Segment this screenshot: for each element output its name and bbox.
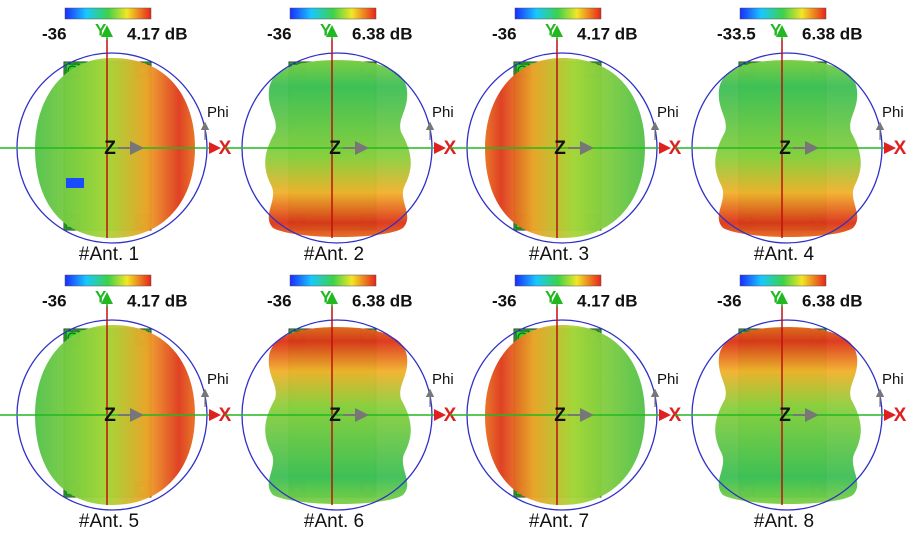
scale-min: -36 bbox=[267, 24, 292, 43]
phi-label: Phi bbox=[882, 371, 904, 388]
z-axis-label: Z bbox=[554, 405, 566, 426]
scale-min: -36 bbox=[492, 24, 517, 43]
figure: -36 4.17 dB Y X Z Phi #Ant. 1 -36 6.38 dB Y X Z Phi #… bbox=[0, 0, 918, 545]
phi-label: Phi bbox=[657, 371, 679, 388]
phi-label: Phi bbox=[882, 104, 904, 121]
scale-max: 6.38 dB bbox=[802, 291, 862, 310]
color-bar bbox=[65, 8, 151, 19]
x-axis-label: X bbox=[894, 405, 907, 426]
y-axis-label: Y bbox=[320, 287, 332, 306]
phi-label: Phi bbox=[432, 371, 454, 388]
color-bar bbox=[65, 275, 151, 286]
scale-min: -36 bbox=[42, 291, 67, 310]
phi-label: Phi bbox=[207, 104, 229, 121]
antenna-label: #Ant. 8 bbox=[754, 511, 814, 532]
phi-label: Phi bbox=[432, 104, 454, 121]
color-bar bbox=[515, 275, 601, 286]
z-axis-label: Z bbox=[329, 405, 341, 426]
antenna-label: #Ant. 1 bbox=[79, 244, 139, 265]
scale-max: 4.17 dB bbox=[127, 291, 187, 310]
phi-label: Phi bbox=[207, 371, 229, 388]
y-axis-label: Y bbox=[770, 287, 782, 306]
z-axis-label: Z bbox=[779, 405, 791, 426]
scale-min: -36 bbox=[42, 24, 67, 43]
antenna-label: #Ant. 2 bbox=[304, 244, 364, 265]
color-bar bbox=[290, 275, 376, 286]
y-axis-label: Y bbox=[545, 20, 557, 39]
y-axis-label: Y bbox=[95, 287, 107, 306]
pattern-panel: -36 6.38 dB Y X Z Phi #Ant. 8 bbox=[675, 275, 907, 532]
scale-max: 6.38 dB bbox=[352, 291, 412, 310]
pattern-panel: -33.5 6.38 dB Y X Z Phi #Ant. 4 bbox=[675, 8, 907, 265]
scale-max: 4.17 dB bbox=[127, 24, 187, 43]
x-axis-label: X bbox=[894, 138, 907, 159]
z-axis-label: Z bbox=[104, 405, 116, 426]
y-axis-label: Y bbox=[95, 20, 107, 39]
scale-max: 4.17 dB bbox=[577, 24, 637, 43]
scale-min: -36 bbox=[267, 291, 292, 310]
antenna-label: #Ant. 4 bbox=[754, 244, 815, 265]
y-axis-label: Y bbox=[545, 287, 557, 306]
scale-min: -36 bbox=[717, 291, 742, 310]
z-axis-label: Z bbox=[554, 138, 566, 159]
color-bar bbox=[515, 8, 601, 19]
color-bar bbox=[290, 8, 376, 19]
marker-square bbox=[66, 178, 84, 188]
y-axis-label: Y bbox=[320, 20, 332, 39]
z-axis-label: Z bbox=[329, 138, 341, 159]
antenna-label: #Ant. 7 bbox=[529, 511, 589, 532]
scale-min: -33.5 bbox=[717, 24, 756, 43]
scale-max: 4.17 dB bbox=[577, 291, 637, 310]
scale-max: 6.38 dB bbox=[352, 24, 412, 43]
phi-label: Phi bbox=[657, 104, 679, 121]
antenna-label: #Ant. 3 bbox=[529, 244, 589, 265]
antenna-label: #Ant. 5 bbox=[79, 511, 139, 532]
color-bar bbox=[740, 8, 826, 19]
antenna-label: #Ant. 6 bbox=[304, 511, 364, 532]
scale-max: 6.38 dB bbox=[802, 24, 862, 43]
z-axis-label: Z bbox=[779, 138, 791, 159]
y-axis-label: Y bbox=[770, 20, 782, 39]
scale-min: -36 bbox=[492, 291, 517, 310]
z-axis-label: Z bbox=[104, 138, 116, 159]
color-bar bbox=[740, 275, 826, 286]
